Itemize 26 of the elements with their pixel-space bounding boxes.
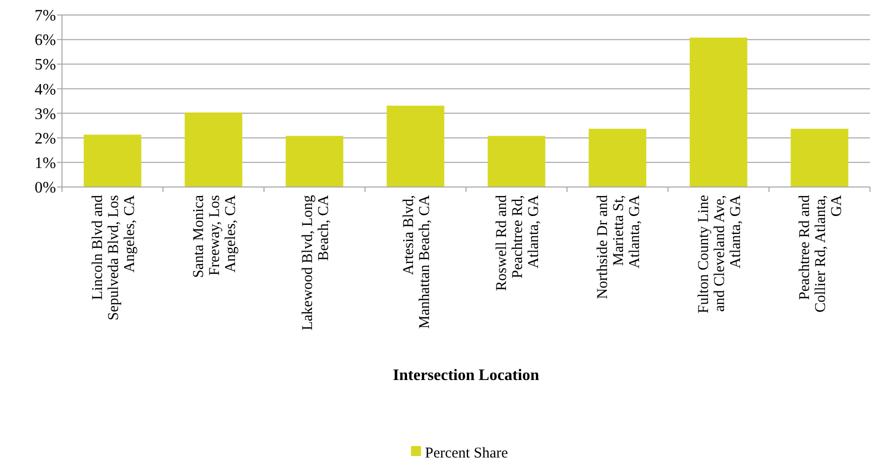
x-tick-label: Roswell Rd and Peachtree Rd, Atlanta, GA (494, 194, 542, 291)
bar (286, 136, 344, 187)
y-tick-label: 0% (34, 180, 56, 197)
x-tick-label: Artesia Blvd, Manhattan Beach, CA (400, 194, 433, 329)
y-tick-label: 3% (34, 106, 56, 123)
y-tick-label: 2% (34, 130, 56, 148)
x-tick-label: Northside Dr and Marietta St, Atlanta, GA (594, 194, 643, 300)
y-tick-label: 1% (34, 155, 56, 172)
bar (386, 106, 444, 187)
x-tick-label: Peachtree Rd and Collier Rd, Atlanta, GA (796, 194, 845, 312)
bar (690, 38, 748, 187)
legend-label: Percent Share (425, 445, 508, 462)
bar (790, 128, 848, 187)
x-tick-label: Fulton County Line and Cleveland Ave, Atlanta, GA (696, 194, 744, 314)
bar (184, 112, 242, 187)
bar (488, 136, 546, 187)
y-tick-label: 7% (34, 8, 56, 25)
y-tick-label: 5% (34, 56, 56, 74)
x-tick-label: Santa Monica Freeway, Los Angeles, CA (190, 194, 239, 278)
x-tick-label: Lincoln Blvd and Sepulveda Blvd, Los Angeles, CA (90, 194, 138, 320)
x-axis-title: Intersection Location (392, 367, 540, 384)
y-tick-label: 4% (34, 81, 56, 98)
x-tick-label: Lakewood Blvd, Long Beach, CA (300, 194, 332, 330)
bar (84, 134, 142, 187)
y-tick-label: 6% (34, 32, 56, 50)
bar (588, 128, 646, 187)
